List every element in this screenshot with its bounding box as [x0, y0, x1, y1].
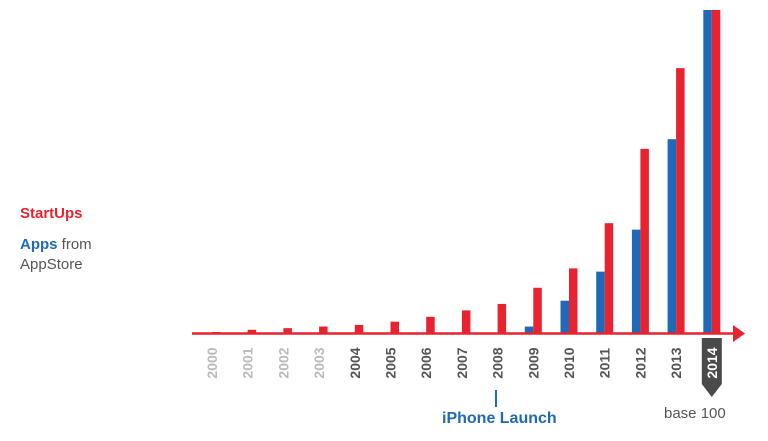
bar-startups-2002: [283, 328, 292, 333]
bar-startups-2004: [354, 324, 364, 333]
highlight-tag: [701, 338, 722, 397]
bar-startups-2014: [711, 10, 721, 333]
bar-startups-2007: [461, 310, 471, 333]
tick-label-2014: 2014: [704, 347, 720, 378]
bar-startups-2009: [533, 287, 542, 333]
tick-label-2006: 2006: [418, 347, 434, 378]
iphone-launch-annotation: iPhone Launch: [442, 410, 557, 427]
tick-label-2003: 2003: [311, 347, 327, 378]
bar-startups-2005: [390, 321, 399, 333]
bar-startups-2003: [319, 326, 328, 333]
legend-startups: StartUps: [20, 205, 83, 222]
tick-label-2008: 2008: [490, 347, 506, 378]
bar-startups-2011: [604, 223, 614, 333]
bar-startups-2006: [426, 316, 435, 333]
bar-startups-2012: [640, 148, 649, 333]
bar-apps-2014: [703, 10, 712, 333]
legend-apps-line2: AppStore: [20, 256, 83, 273]
iphone-launch-marker: [495, 390, 497, 407]
tick-label-2010: 2010: [561, 347, 577, 378]
tick-label-2007: 2007: [454, 347, 470, 378]
bar-startups-2001: [247, 329, 257, 333]
bar-apps-2009: [524, 326, 534, 333]
bar-startups-2008: [497, 303, 507, 333]
legend-apps-bold: Apps: [20, 236, 58, 253]
bar-startups-2010: [569, 268, 578, 333]
x-axis-arrow: [733, 325, 745, 342]
tick-label-2000: 2000: [204, 347, 220, 378]
legend: StartUps Apps from AppStore: [20, 205, 92, 275]
legend-apps-rest: from: [57, 236, 92, 253]
tick-label-2001: 2001: [240, 347, 256, 378]
base-footnote: base 100: [664, 405, 726, 422]
tick-label-2004: 2004: [347, 347, 363, 378]
tick-label-2009: 2009: [525, 347, 541, 378]
tick-label-2013: 2013: [668, 347, 684, 378]
bar-apps-2012: [631, 229, 641, 333]
tick-label-2005: 2005: [383, 347, 399, 378]
tick-label-2002: 2002: [275, 347, 291, 378]
tick-label-2012: 2012: [632, 347, 648, 378]
bar-apps-2010: [560, 300, 569, 333]
bar-startups-2013: [676, 68, 685, 333]
tick-label-2011: 2011: [597, 348, 613, 379]
legend-apps: Apps from AppStore: [20, 235, 92, 275]
bar-apps-2011: [596, 271, 605, 333]
bar-apps-2013: [667, 139, 677, 333]
